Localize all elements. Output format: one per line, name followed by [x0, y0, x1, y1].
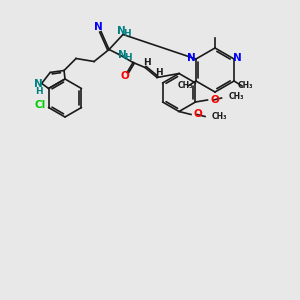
Text: N: N [94, 22, 102, 32]
Text: N: N [34, 80, 43, 89]
Text: N: N [118, 50, 126, 61]
Text: N: N [187, 53, 195, 63]
Text: H: H [124, 53, 132, 62]
Text: Cl: Cl [35, 100, 46, 110]
Text: CH₃: CH₃ [237, 82, 253, 91]
Text: N: N [233, 53, 242, 63]
Text: N: N [117, 26, 125, 37]
Text: H: H [123, 29, 131, 38]
Text: CH₃: CH₃ [212, 112, 227, 121]
Text: CH₃: CH₃ [177, 82, 193, 91]
Text: H: H [155, 68, 163, 77]
Text: CH₃: CH₃ [229, 92, 244, 101]
Text: O: O [210, 95, 219, 105]
Text: O: O [121, 71, 129, 82]
Text: H: H [35, 87, 43, 96]
Text: O: O [194, 110, 203, 119]
Text: H: H [143, 58, 151, 67]
